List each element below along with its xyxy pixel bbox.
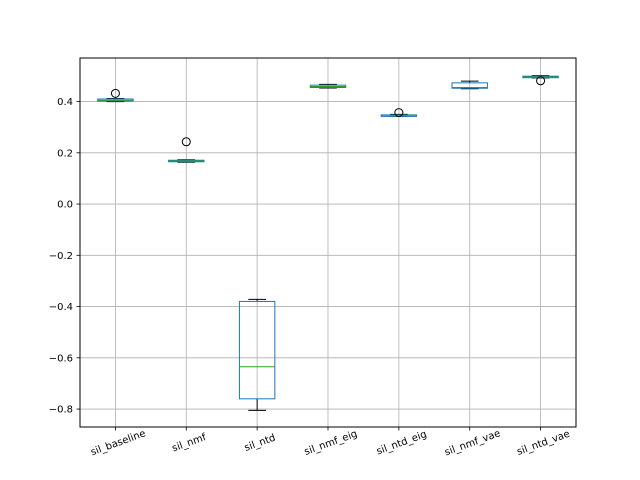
- y-tick-label: −0.2: [49, 251, 73, 262]
- box-sil_ntd: [238, 298, 276, 411]
- y-tick-label: −0.4: [49, 302, 73, 313]
- outlier-point: [110, 88, 120, 98]
- box-sil_nmf_vae: [451, 80, 488, 90]
- box-sil_ntd_eig: [380, 108, 418, 118]
- y-tick-label: 0.2: [57, 148, 73, 159]
- boxes: [97, 75, 559, 411]
- box-sil_nmf: [168, 137, 205, 163]
- box-sil_nmf_eig: [309, 83, 347, 89]
- box-sil_ntd_vae: [522, 75, 559, 86]
- iqr-box: [451, 82, 488, 89]
- y-tick-label: 0.0: [57, 200, 73, 211]
- outlier-point: [394, 108, 404, 118]
- y-tick-label: 0.4: [57, 97, 73, 108]
- outlier-point: [536, 76, 546, 86]
- y-tick-label: −0.6: [49, 353, 73, 364]
- outlier-point: [181, 137, 191, 147]
- y-tick-label: −0.8: [49, 405, 73, 416]
- iqr-box: [238, 300, 276, 400]
- box-sil_baseline: [97, 88, 134, 103]
- grid-lines: [80, 58, 576, 427]
